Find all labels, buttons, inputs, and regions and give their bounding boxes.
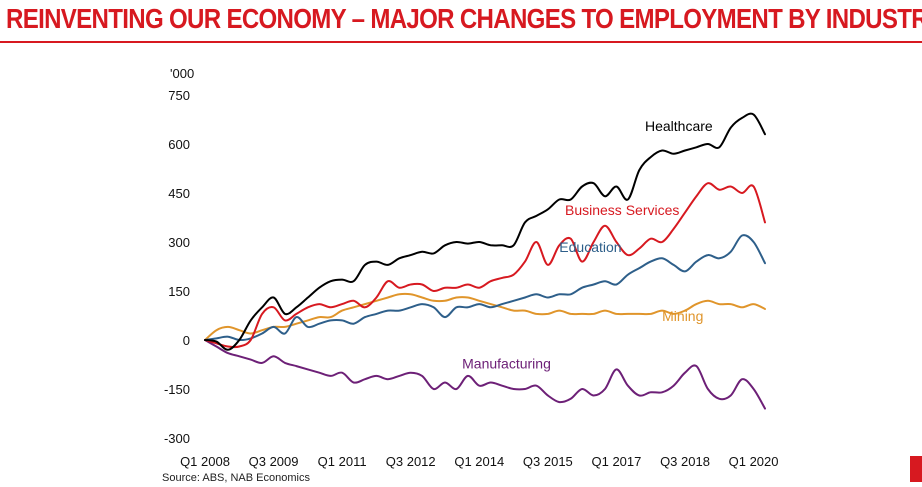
series-label-healthcare: Healthcare	[645, 118, 713, 134]
y-tick-label: -150	[164, 382, 190, 397]
x-tick-label: Q1 2020	[729, 454, 779, 469]
y-tick-label: 600	[168, 137, 190, 152]
series-line-business-services	[204, 182, 766, 349]
series-line-mining	[204, 292, 766, 341]
series-line-education	[204, 234, 766, 342]
x-tick-label: Q1 2017	[591, 454, 641, 469]
y-tick-label: 300	[168, 235, 190, 250]
nab-logo-icon	[910, 456, 922, 482]
x-tick-label: Q3 2015	[523, 454, 573, 469]
title-underline	[0, 41, 922, 43]
y-axis-unit-label: '000	[170, 66, 194, 81]
source-note: Source: ABS, NAB Economics	[162, 472, 310, 484]
series-label-education: Education	[559, 239, 621, 255]
y-tick-label: -300	[164, 431, 190, 446]
y-tick-label: 150	[168, 284, 190, 299]
series-label-manufacturing: Manufacturing	[462, 356, 551, 372]
y-tick-label: 0	[183, 333, 190, 348]
x-tick-label: Q1 2008	[180, 454, 230, 469]
series-label-mining: Mining	[662, 308, 703, 324]
x-tick-label: Q1 2014	[454, 454, 504, 469]
page-title: REINVENTING OUR ECONOMY – MAJOR CHANGES …	[6, 3, 922, 34]
y-tick-label: 450	[168, 186, 190, 201]
series-line-manufacturing	[204, 339, 766, 410]
x-tick-label: Q3 2012	[386, 454, 436, 469]
series-label-business-services: Business Services	[565, 202, 679, 218]
x-tick-label: Q3 2009	[249, 454, 299, 469]
x-tick-label: Q3 2018	[660, 454, 710, 469]
y-tick-label: 750	[168, 88, 190, 103]
x-tick-label: Q1 2011	[318, 454, 367, 469]
series-line-healthcare	[204, 112, 766, 351]
